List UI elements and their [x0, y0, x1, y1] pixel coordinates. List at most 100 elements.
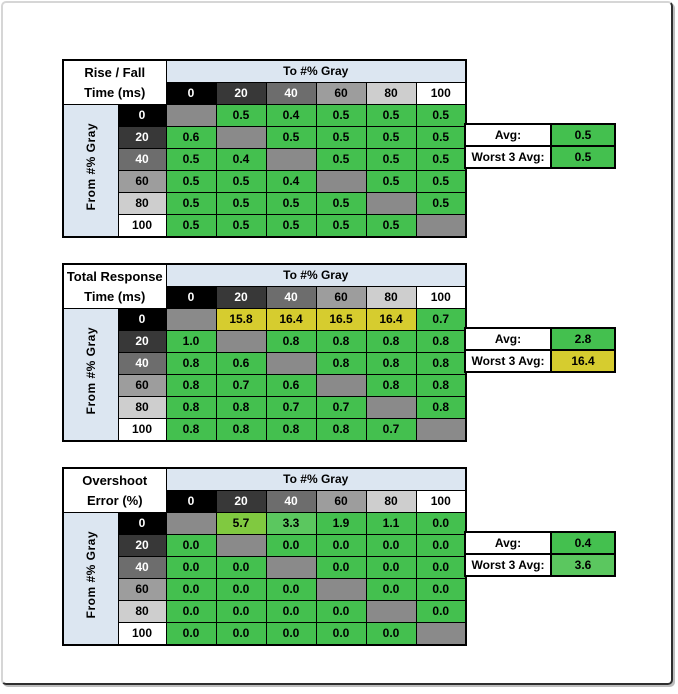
value-cell-20-to-60: 0.8: [315, 330, 367, 353]
value-cell-0-to-20: 5.7: [215, 512, 267, 535]
value-cell-20-to-60: 0.5: [315, 126, 367, 149]
col-header-80: 80: [365, 82, 417, 105]
value-cell-100-to-60: 0.8: [315, 418, 367, 442]
avg-label: Avg:: [464, 123, 552, 147]
value-cell-20-to-0: 0.6: [165, 126, 217, 149]
col-header-0: 0: [165, 490, 217, 513]
value-cell-0-to-60: 16.5: [315, 308, 367, 331]
table-title-line2: Time (ms): [84, 84, 146, 100]
value-cell-0-to-20: 15.8: [215, 308, 267, 331]
value-cell-60-to-20: 0.7: [215, 374, 267, 397]
value-cell-40-to-60: 0.0: [315, 556, 367, 579]
value-cell-40-to-0: 0.8: [165, 352, 217, 375]
value-cell-80-to-60: 0.0: [315, 600, 367, 623]
table-title-line1: Rise / Fall: [84, 64, 146, 80]
value-cell-20-to-80: 0.5: [365, 126, 417, 149]
value-cell-100-to-80: 0.7: [365, 418, 417, 442]
table-title-line1: Overshoot: [82, 472, 148, 488]
value-cell-100-to-0: 0.8: [165, 418, 217, 442]
rise-fall-time-title: Rise / Fall Time (ms): [62, 59, 167, 105]
value-cell-40-to-20: 0.4: [215, 148, 267, 171]
avg-value: 0.4: [550, 531, 616, 555]
col-header-0: 0: [165, 286, 217, 309]
value-cell-100-to-40: 0.5: [265, 214, 317, 238]
value-cell-60-to-0: 0.5: [165, 170, 217, 193]
col-header-0: 0: [165, 82, 217, 105]
value-cell-100-to-20: 0.5: [215, 214, 267, 238]
diagonal-cell: [265, 352, 317, 375]
value-cell-80-to-0: 0.5: [165, 192, 217, 215]
value-cell-20-to-60: 0.0: [315, 534, 367, 557]
worst3-value: 3.6: [550, 553, 616, 577]
value-cell-20-to-80: 0.8: [365, 330, 417, 353]
value-cell-60-to-100: 0.5: [415, 170, 467, 193]
value-cell-20-to-100: 0.0: [415, 534, 467, 557]
avg-value: 0.5: [550, 123, 616, 147]
col-header-40: 40: [265, 490, 317, 513]
value-cell-80-to-40: 0.5: [265, 192, 317, 215]
value-cell-60-to-40: 0.4: [265, 170, 317, 193]
value-cell-100-to-20: 0.0: [215, 622, 267, 646]
table-title-line2: Error (%): [86, 492, 143, 508]
value-cell-0-to-100: 0.7: [415, 308, 467, 331]
value-cell-20-to-40: 0.8: [265, 330, 317, 353]
value-cell-80-to-100: 0.0: [415, 600, 467, 623]
value-cell-80-to-100: 0.8: [415, 396, 467, 419]
value-cell-60-to-20: 0.0: [215, 578, 267, 601]
value-cell-100-to-20: 0.8: [215, 418, 267, 442]
row-header-80: 80: [117, 396, 167, 419]
diagonal-cell: [165, 104, 217, 127]
from-gray-axis-text: From #% Gray: [83, 531, 98, 619]
from-gray-axis-label: From #% Gray: [62, 104, 119, 238]
overshoot-error-summary: Avg: 0.4 Worst 3 Avg: 3.6: [464, 531, 616, 577]
value-cell-0-to-80: 16.4: [365, 308, 417, 331]
row-header-100: 100: [117, 622, 167, 646]
value-cell-40-to-80: 0.5: [365, 148, 417, 171]
row-header-0: 0: [117, 104, 167, 127]
rise-fall-time-table: Rise / Fall Time (ms) To #% Gray 0 20 40 60 80 1…: [62, 59, 467, 238]
diagonal-cell: [365, 396, 417, 419]
value-cell-60-to-0: 0.0: [165, 578, 217, 601]
col-header-20: 20: [215, 286, 267, 309]
value-cell-40-to-100: 0.5: [415, 148, 467, 171]
row-header-20: 20: [117, 330, 167, 353]
value-cell-100-to-0: 0.0: [165, 622, 217, 646]
value-cell-20-to-0: 0.0: [165, 534, 217, 557]
value-cell-60-to-20: 0.5: [215, 170, 267, 193]
value-cell-20-to-0: 1.0: [165, 330, 217, 353]
value-cell-40-to-0: 0.5: [165, 148, 217, 171]
value-cell-0-to-100: 0.5: [415, 104, 467, 127]
value-cell-60-to-40: 0.6: [265, 374, 317, 397]
worst3-value: 16.4: [550, 349, 616, 373]
row-header-0: 0: [117, 308, 167, 331]
row-header-80: 80: [117, 192, 167, 215]
total-response-time-table: Total Response Time (ms) To #% Gray 0 20 40 60…: [62, 263, 467, 442]
value-cell-20-to-100: 0.5: [415, 126, 467, 149]
value-cell-20-to-40: 0.0: [265, 534, 317, 557]
diagonal-cell: [215, 534, 267, 557]
value-cell-20-to-80: 0.0: [365, 534, 417, 557]
col-header-40: 40: [265, 286, 317, 309]
diagonal-cell: [415, 418, 467, 442]
total-response-time-summary: Avg: 2.8 Worst 3 Avg: 16.4: [464, 327, 616, 373]
value-cell-40-to-80: 0.0: [365, 556, 417, 579]
overshoot-error-table: Overshoot Error (%) To #% Gray 0 20 40 60 80 100…: [62, 467, 467, 646]
value-cell-80-to-60: 0.5: [315, 192, 367, 215]
value-cell-40-to-20: 0.6: [215, 352, 267, 375]
col-header-100: 100: [415, 286, 467, 309]
value-cell-0-to-60: 0.5: [315, 104, 367, 127]
value-cell-100-to-0: 0.5: [165, 214, 217, 238]
worst3-label: Worst 3 Avg:: [464, 349, 552, 373]
diagonal-cell: [265, 556, 317, 579]
table-title-line1: Total Response: [66, 268, 163, 284]
value-cell-100-to-60: 0.0: [315, 622, 367, 646]
row-header-20: 20: [117, 534, 167, 557]
value-cell-80-to-20: 0.8: [215, 396, 267, 419]
diagonal-cell: [215, 330, 267, 353]
avg-label: Avg:: [464, 531, 552, 555]
diagonal-cell: [315, 170, 367, 193]
to-gray-axis-label: To #% Gray: [165, 59, 467, 83]
diagonal-cell: [415, 622, 467, 646]
row-header-60: 60: [117, 374, 167, 397]
value-cell-100-to-40: 0.0: [265, 622, 317, 646]
